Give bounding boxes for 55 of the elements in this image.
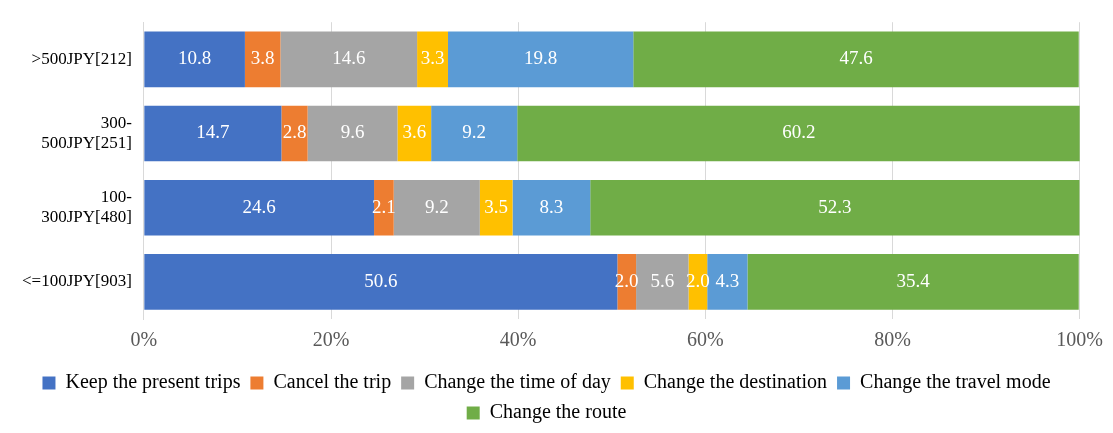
bar <box>144 105 282 162</box>
x-tick-label: 0% <box>130 328 158 351</box>
x-tick-label: 100% <box>1056 328 1104 351</box>
bar <box>512 179 591 236</box>
data-label: 8.3 <box>539 195 564 217</box>
bar <box>633 31 1079 88</box>
data-label: 50.6 <box>364 269 398 291</box>
data-label: 3.6 <box>402 121 427 143</box>
data-label: 35.4 <box>896 269 931 291</box>
data-label: 3.5 <box>484 195 509 217</box>
data-label: 10.8 <box>178 47 212 69</box>
data-label: 2.8 <box>282 121 307 143</box>
y-tick-label: 100-300JPY[480] <box>41 186 133 227</box>
bar <box>307 105 398 162</box>
legend-label: Cancel the trip <box>273 370 392 394</box>
y-tick-label: 300-500JPY[251] <box>41 112 133 153</box>
bar <box>280 31 418 88</box>
legend-label: Change the travel mode <box>860 370 1051 394</box>
bar <box>397 105 432 162</box>
data-label: 5.6 <box>650 269 675 291</box>
bar <box>479 179 513 236</box>
data-label: 47.6 <box>839 47 873 69</box>
bar <box>747 254 1079 310</box>
bar <box>517 105 1080 162</box>
y-tick-label: >500JPY[212] <box>31 48 132 68</box>
legend-label: Change the time of day <box>424 370 611 394</box>
x-tick-label: 80% <box>874 328 911 351</box>
y-tick-label: <=100JPY[903] <box>21 271 132 291</box>
data-label: 3.8 <box>250 47 275 69</box>
bar <box>590 179 1080 236</box>
bar <box>281 105 308 162</box>
bar <box>393 179 480 236</box>
data-label: 24.6 <box>242 195 276 217</box>
bar <box>707 254 748 310</box>
legend-label: Change the route <box>489 400 627 424</box>
data-label: 4.3 <box>715 269 740 291</box>
bar <box>431 105 518 162</box>
data-label: 60.2 <box>782 121 816 143</box>
data-label: 9.2 <box>462 121 487 143</box>
data-label: 19.8 <box>524 47 558 69</box>
data-label: 14.6 <box>332 47 366 69</box>
legend-label: Keep the present trips <box>65 370 241 394</box>
data-label: 9.6 <box>340 121 365 143</box>
data-label: 14.7 <box>196 121 230 143</box>
data-label: 9.2 <box>424 195 449 217</box>
x-tick-label: 60% <box>687 328 724 351</box>
bar <box>447 31 634 88</box>
legend-label: Change the destination <box>643 370 828 394</box>
bar <box>144 31 245 88</box>
data-label: 3.3 <box>420 47 445 69</box>
bar <box>417 31 448 88</box>
data-label: 52.3 <box>818 195 852 217</box>
bar <box>244 31 281 88</box>
x-tick-label: 40% <box>499 328 537 351</box>
x-tick-label: 20% <box>312 328 350 351</box>
